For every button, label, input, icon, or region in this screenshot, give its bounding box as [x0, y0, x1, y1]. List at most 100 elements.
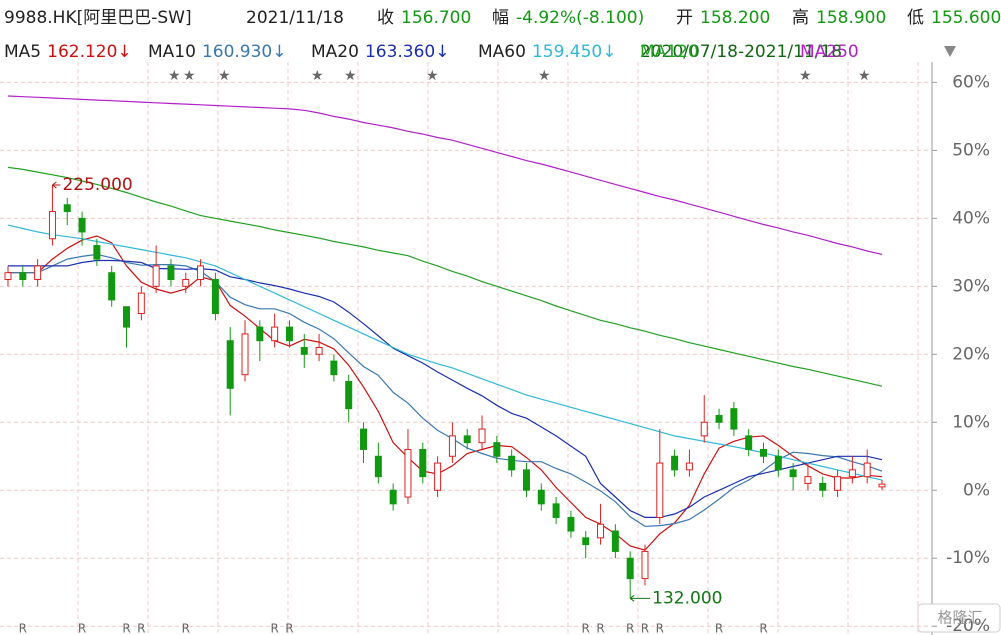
candle-body	[137, 292, 145, 315]
star: ★	[799, 68, 812, 84]
candle-body	[360, 428, 368, 450]
y-tick-label: 60%	[952, 72, 990, 92]
x-tick-label: R	[759, 622, 767, 635]
candle-body	[167, 265, 175, 281]
candle-body	[285, 326, 293, 342]
candle-body	[671, 455, 679, 471]
y-tick-label: 0%	[963, 480, 990, 500]
candle-body	[463, 435, 471, 444]
x-tick-label: R	[285, 622, 293, 635]
legend-value: 163.360↓	[365, 42, 450, 62]
candle-body	[611, 530, 619, 552]
candle-body	[152, 265, 160, 287]
candle-body	[759, 448, 767, 457]
candle-body	[211, 279, 219, 315]
candle-body	[537, 489, 545, 505]
candle-body	[834, 476, 842, 491]
x-tick-label: R	[715, 622, 723, 635]
candle-body	[626, 557, 634, 580]
star: ★	[183, 68, 196, 84]
star: ★	[311, 68, 324, 84]
candle-body	[182, 279, 190, 287]
candle-body	[478, 428, 486, 444]
legend-name: MA60	[478, 42, 526, 62]
ma-line	[8, 253, 883, 527]
candle-body	[34, 265, 42, 281]
max-label: 225.000	[62, 175, 132, 195]
x-tick-label: R	[626, 622, 634, 635]
candle-body	[419, 448, 427, 478]
candle-body	[789, 469, 797, 478]
high-label: 高	[792, 8, 809, 28]
star: ★	[858, 68, 871, 84]
range-text: 2020/07/18-2021/11/18	[640, 42, 842, 62]
candle-body	[493, 442, 501, 457]
candle-body	[863, 462, 871, 478]
grid	[0, 62, 932, 633]
candle-body	[819, 482, 827, 491]
candle-body	[774, 455, 782, 471]
legend-name: MA5	[4, 42, 41, 62]
x-tick-label: R	[270, 622, 278, 635]
candle-body	[241, 333, 249, 376]
candle-body	[63, 204, 71, 213]
legend-name: MA10	[148, 42, 196, 62]
y-tick-label: 10%	[952, 412, 990, 432]
candle-body	[745, 435, 753, 450]
candle-body	[448, 435, 456, 457]
star: ★	[538, 68, 551, 84]
dropdown-icon[interactable]	[944, 46, 956, 57]
date: 2021/11/18	[246, 8, 344, 28]
low: 155.600	[931, 8, 1001, 28]
stars: ★ ★ ★ ★ ★ ★ ★ ★ ★	[168, 68, 871, 84]
candle-body	[848, 469, 856, 478]
ma-line	[7, 224, 883, 481]
legend-value: 162.120↓	[47, 42, 132, 62]
y-tick-label: 30%	[952, 276, 990, 296]
candle-body	[93, 245, 101, 260]
candle-body	[878, 483, 886, 488]
y-tick-label: -20%	[946, 616, 990, 635]
candle-body	[345, 380, 353, 410]
low-label: 低	[907, 8, 924, 28]
candle-body	[389, 489, 397, 505]
header: 9988.HK[阿里巴巴-SW] 2021/11/18 收 156.700 幅 …	[4, 8, 1001, 28]
candle-body	[300, 347, 308, 355]
y-tick-label: 50%	[952, 140, 990, 160]
candle-body	[330, 360, 338, 376]
change: -4.92%(-8.100)	[516, 8, 644, 28]
x-tick-label: R	[137, 622, 145, 635]
legend-value: 160.930↓	[202, 42, 287, 62]
change-label: 幅	[492, 8, 509, 28]
star: ★	[344, 68, 357, 84]
candle-body	[374, 455, 382, 478]
star: ★	[168, 68, 181, 84]
star: ★	[218, 68, 231, 84]
x-tick-label: R	[19, 622, 27, 635]
candle-body	[567, 516, 575, 532]
candle-body	[108, 272, 116, 301]
candle-body	[730, 408, 738, 430]
ma-line	[7, 166, 883, 387]
candle-body	[19, 272, 27, 281]
candle-body	[434, 462, 442, 491]
legend-name: MA250	[800, 42, 859, 62]
candle-body	[4, 272, 12, 281]
high: 158.900	[816, 8, 886, 28]
candle-body	[404, 448, 412, 498]
y-tick-label: 20%	[952, 344, 990, 364]
legend-name: MA20	[311, 42, 359, 62]
candle-body	[256, 326, 264, 342]
candle-body	[597, 523, 605, 539]
symbol: 9988.HK[阿里巴巴-SW]	[4, 8, 192, 28]
close-label: 收	[377, 8, 394, 28]
x-tick-label: R	[641, 622, 649, 635]
min-label: 132.000	[652, 588, 722, 608]
candle-body	[582, 537, 590, 546]
x-tick-label: R	[582, 622, 590, 635]
ma-line	[7, 95, 883, 255]
open-label: 开	[676, 8, 693, 28]
candle-body	[123, 306, 131, 328]
candle-body	[48, 211, 56, 240]
